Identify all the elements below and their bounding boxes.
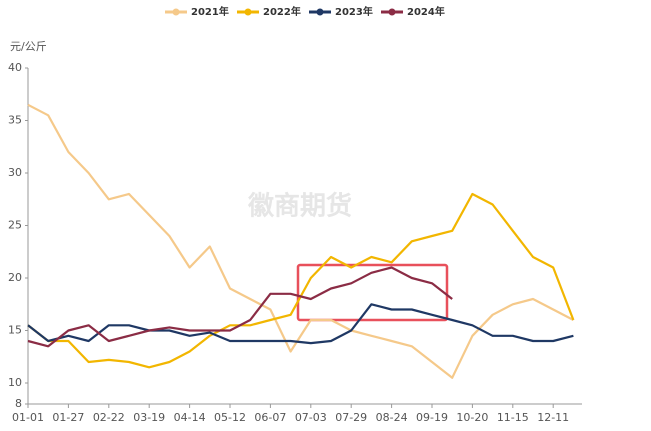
- legend-dot: [316, 8, 324, 16]
- x-tick-label: 06-07: [254, 411, 286, 424]
- x-tick-label: 10-20: [456, 411, 488, 424]
- legend-dot: [172, 8, 180, 16]
- x-tick-label: 12-11: [537, 411, 569, 424]
- series-line: [27, 303, 574, 345]
- highlight-box: [296, 263, 449, 322]
- y-tick-label: 10: [8, 376, 22, 389]
- y-tick-label: 25: [8, 219, 22, 232]
- legend-label: 2023年: [335, 5, 373, 18]
- y-tick-label: 8: [15, 397, 22, 410]
- legend-dot: [388, 8, 396, 16]
- x-tick-label: 04-14: [174, 411, 206, 424]
- x-tick-label: 05-12: [214, 411, 246, 424]
- y-tick-label: 40: [8, 61, 22, 74]
- watermark: 徽商期货: [247, 191, 352, 222]
- x-tick-label: 07-29: [335, 411, 367, 424]
- x-tick-label: 11-15: [497, 411, 529, 424]
- x-tick-label: 09-19: [416, 411, 448, 424]
- x-tick-label: 07-03: [295, 411, 327, 424]
- x-tick-label: 08-24: [376, 411, 408, 424]
- series-line: [27, 103, 574, 379]
- x-tick-label: 01-01: [12, 411, 44, 424]
- legend-dot: [244, 8, 252, 16]
- x-tick-label: 03-19: [133, 411, 165, 424]
- x-tick-label: 01-27: [52, 411, 84, 424]
- legend-label: 2022年: [263, 5, 301, 18]
- y-tick-label: 15: [8, 324, 22, 337]
- series-line: [27, 266, 453, 348]
- legend: 2021年 2022年 2023年 2024年: [165, 5, 445, 18]
- y-axis-label: 元/公斤: [10, 40, 47, 53]
- y-tick-label: 20: [8, 271, 22, 284]
- y-tick-label: 30: [8, 166, 22, 179]
- legend-label: 2021年: [191, 5, 229, 18]
- y-tick-label: 35: [8, 114, 22, 127]
- legend-label: 2024年: [407, 5, 445, 18]
- x-tick-label: 02-22: [93, 411, 125, 424]
